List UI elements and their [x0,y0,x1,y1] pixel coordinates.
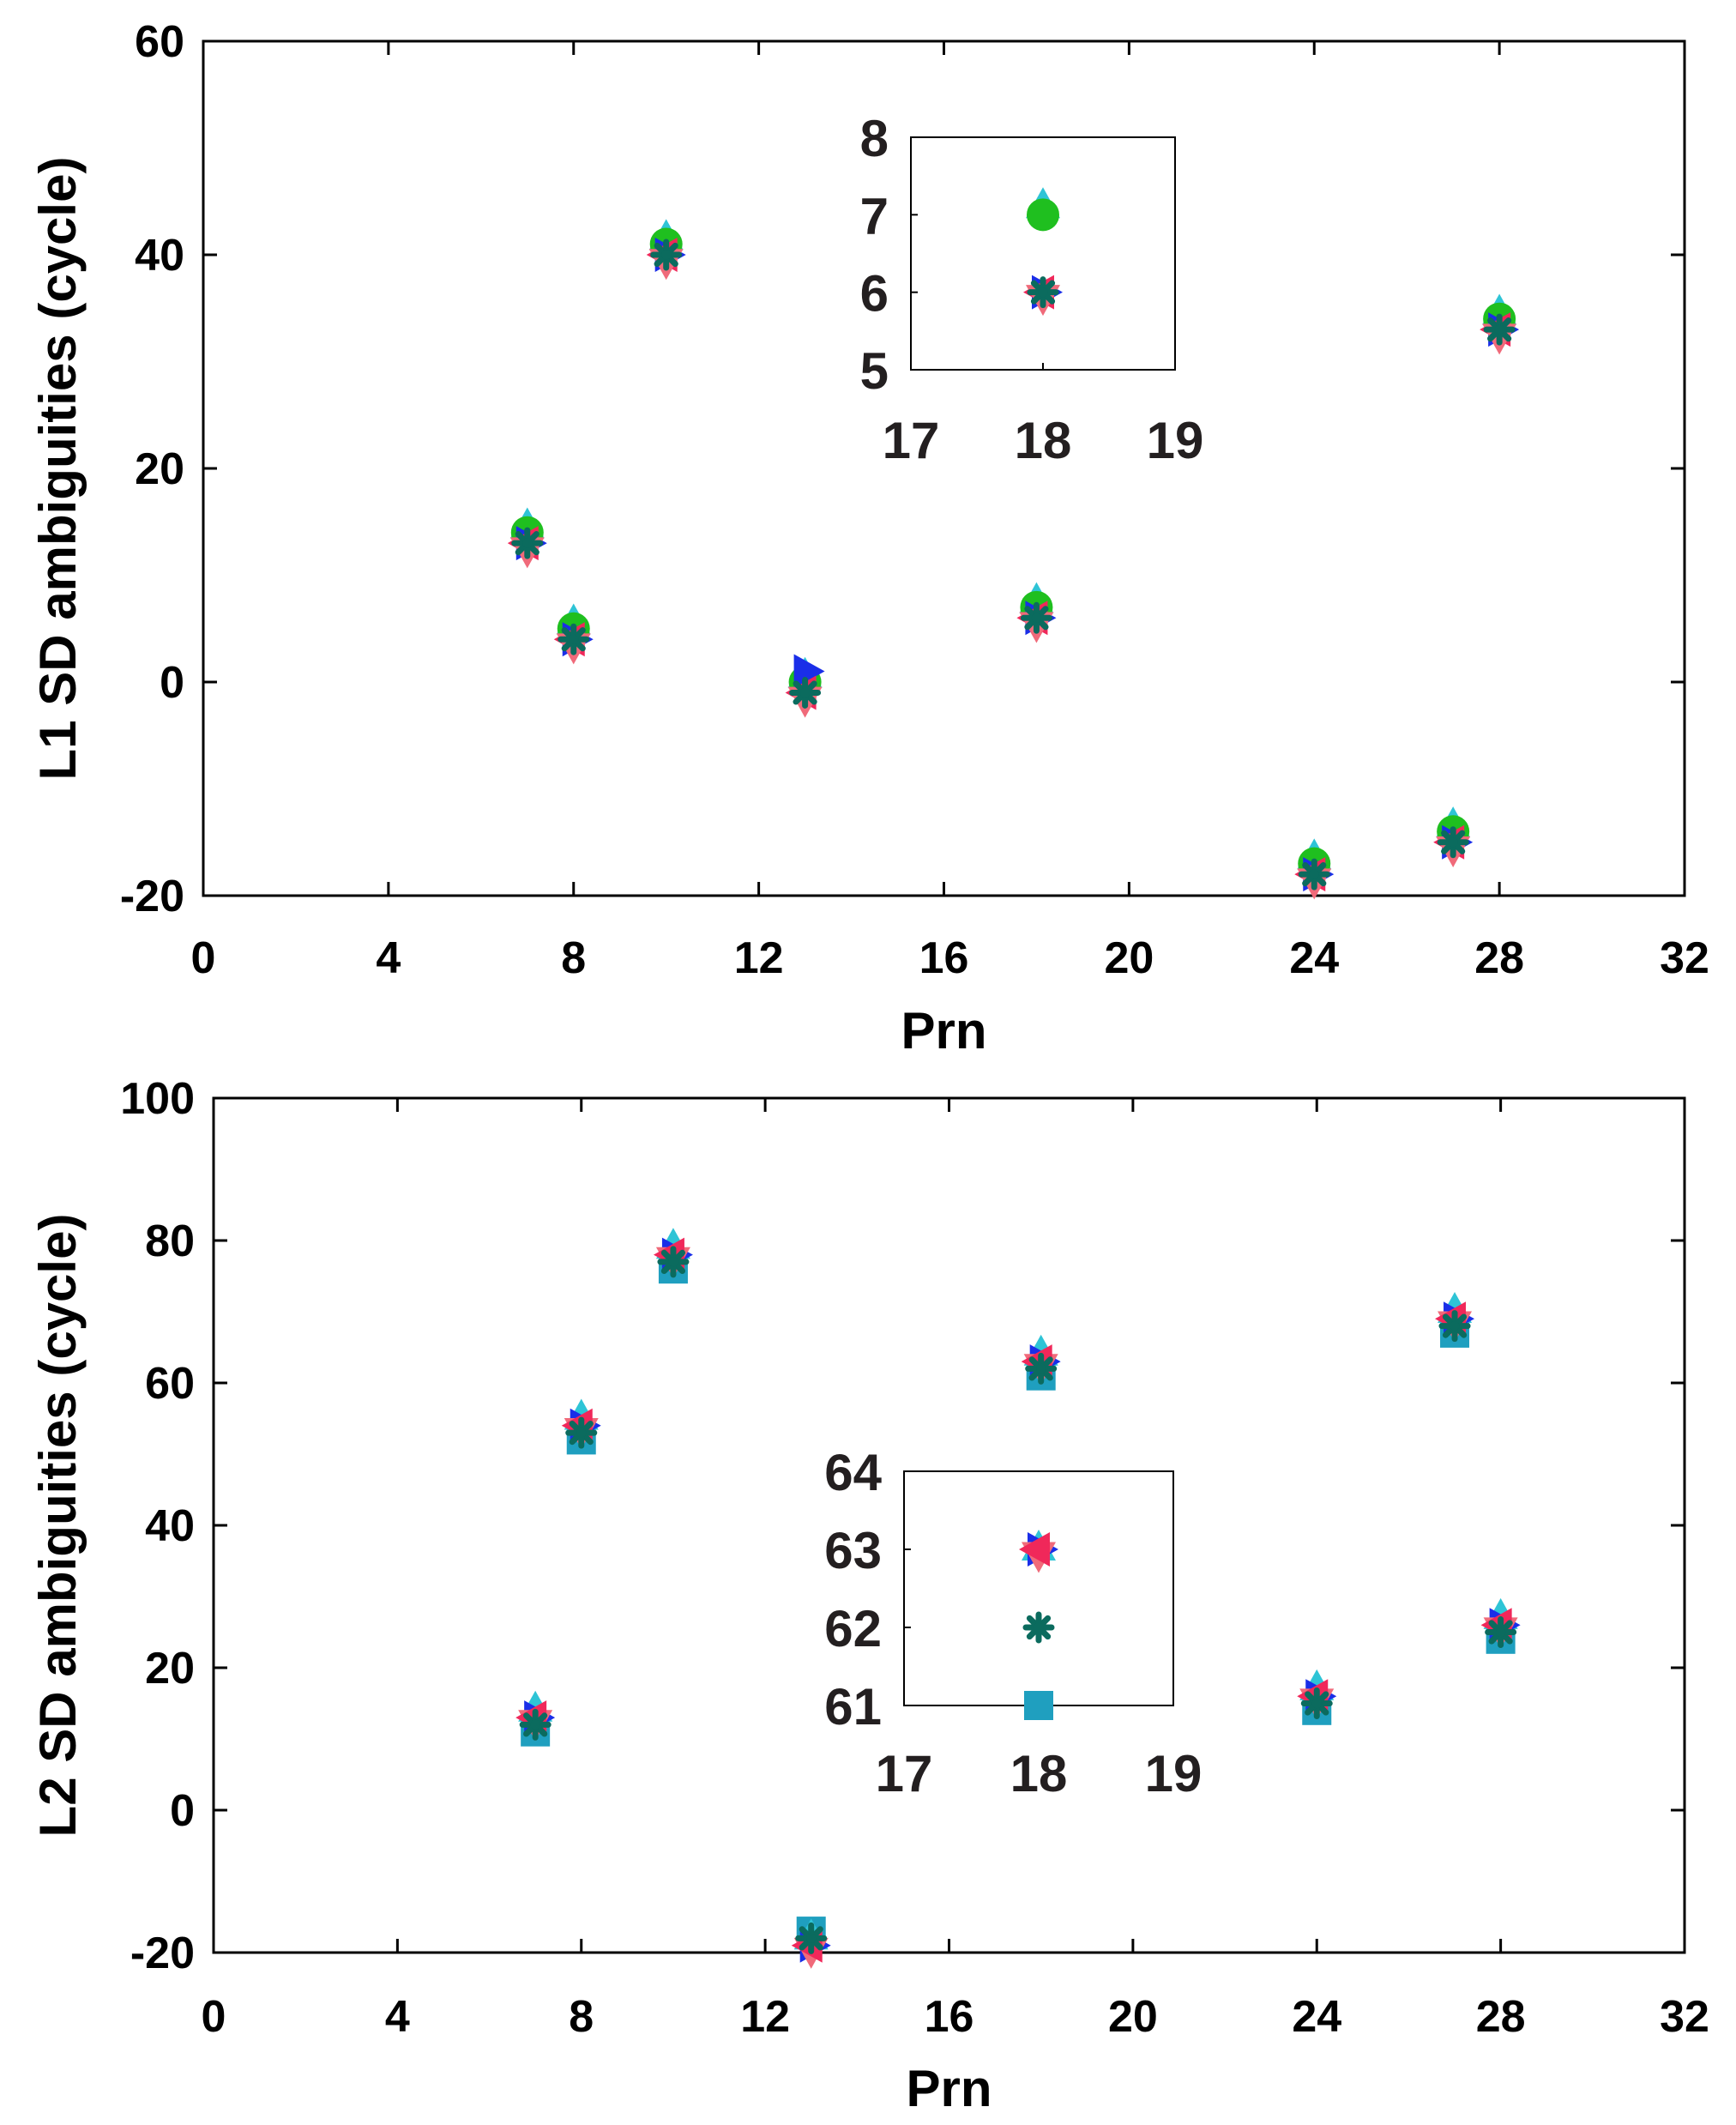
y-tick-label: 60 [145,1359,195,1409]
inset-y-tick-label: 5 [860,342,889,400]
inset-data-point [1027,198,1059,232]
x-axis-label: Prn [901,1002,986,1059]
data-point-core [1494,324,1504,335]
inset-y-tick-label: 62 [824,1600,882,1657]
data-point [1020,601,1052,634]
x-tick-label: 20 [1108,1992,1158,2042]
data-point-core [661,250,672,260]
inset-y-tick-label: 8 [860,110,889,167]
data-point [519,1708,552,1741]
y-tick-label: 40 [145,1501,195,1551]
data-point [511,527,544,559]
x-tick-label: 20 [1104,933,1154,983]
data-point [1025,1352,1058,1385]
x-tick-label: 4 [385,1992,410,2042]
inset-x-tick-label: 19 [1145,1745,1203,1802]
data-point-core [1450,1321,1460,1331]
inset-chart: 17 18 19 61 62 63 64 [824,1444,1202,1802]
inset-data-point-core [1038,287,1048,298]
inset-frame [910,136,1176,371]
y-tick-label: 40 [135,231,184,281]
inset-x-tick-label: 17 [883,412,940,469]
data-point [1438,1310,1471,1343]
inset-y-tick-label: 6 [860,265,889,323]
data-point-core [1031,613,1042,623]
inset-y-tick-label: 61 [824,1678,882,1736]
data-point [1300,1687,1333,1719]
y-tick-label: 20 [135,444,184,494]
data-point-core [569,634,579,644]
x-axis-label: Prn [906,2060,992,2117]
y-tick-label: 0 [160,658,184,708]
inset-x-tick-label: 17 [876,1745,933,1802]
x-tick-label: 8 [569,1992,594,2042]
x-tick-label: 32 [1660,1992,1709,2042]
data-point-core [806,1933,817,1943]
data-point-core [1036,1363,1046,1373]
x-tick-label: 16 [925,1992,974,2042]
x-tick-label: 0 [191,933,216,983]
data-point-core [522,538,533,548]
y-tick-label: 20 [145,1644,195,1693]
inset-frame [903,1470,1174,1706]
data-point [650,238,683,271]
data-point [789,676,822,709]
data-point [795,1922,828,1954]
data-point-core [1448,837,1458,848]
x-tick-label: 12 [734,933,784,983]
inset-data-point [1022,1611,1055,1644]
x-tick-label: 32 [1660,933,1709,983]
y-tick-label: -20 [130,1929,195,1978]
data-point [1483,313,1516,346]
inset-x-tick-label: 18 [1015,412,1072,469]
data-point-core [668,1257,678,1267]
x-tick-label: 28 [1474,933,1524,983]
data-point-core [576,1428,587,1438]
y-tick-label: 0 [170,1786,195,1836]
data-point-core [1311,1698,1322,1709]
inset-y-tick-label: 7 [860,187,889,244]
y-axis-label: L2 SD ambiguities (cycle) [29,1214,87,1838]
series-teal-asterisk [511,238,1516,890]
inset-x-tick-label: 18 [1010,1745,1068,1802]
data-point [558,623,590,655]
data-point-core [799,687,811,698]
x-tick-label: 0 [202,1992,226,2042]
series-teal-asterisk [519,1246,1517,1954]
inset-data-point [1027,276,1059,309]
inset-data-point [1019,1532,1050,1567]
y-tick-label: 100 [120,1074,195,1124]
data-point [1298,858,1330,890]
x-tick-label: 4 [376,933,401,983]
y-tick-label: -20 [120,872,184,921]
data-point [793,654,825,689]
data-points [515,1228,1521,1969]
y-tick-label: 80 [145,1216,195,1266]
x-tick-label: 8 [561,933,586,983]
y-tick-label: 60 [135,17,184,67]
inset-chart: 17 18 19 5 6 7 8 [860,110,1204,469]
inset-y-tick-label: 63 [824,1522,882,1579]
x-tick-label: 28 [1476,1992,1526,2042]
data-point [565,1416,598,1449]
data-point [1485,1616,1517,1648]
x-tick-label: 24 [1292,1992,1341,2042]
x-tick-label: 12 [740,1992,790,2042]
data-point-core [1309,869,1319,879]
x-tick-label: 24 [1289,933,1339,983]
data-point-core [1496,1627,1506,1638]
data-points [507,219,1520,900]
inset-data-point-core [1034,1622,1044,1633]
inset-y-tick-label: 64 [824,1444,882,1501]
data-point [657,1246,690,1278]
data-point [1437,826,1469,859]
inset-x-tick-label: 19 [1147,412,1204,469]
inset-data-point [1024,1691,1053,1720]
x-tick-label: 16 [919,933,969,983]
y-axis-label: L1 SD ambiguities (cycle) [29,157,87,781]
data-point-core [530,1719,540,1730]
